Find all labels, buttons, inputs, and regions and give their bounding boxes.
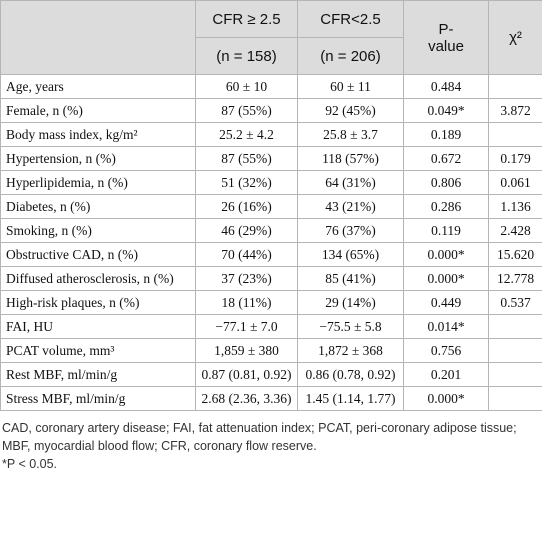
header-cell: P-value xyxy=(403,0,489,75)
data-cell: 0.449 xyxy=(403,290,489,315)
table-row: Stress MBF, ml/min/g 2.68 (2.36, 3.36) 1.4… xyxy=(0,386,542,411)
data-cell: 0.000* xyxy=(403,242,489,267)
header-cell: (n = 158) xyxy=(195,37,298,75)
header-cell: χ² xyxy=(488,0,542,75)
row-label: FAI, HU xyxy=(0,314,196,339)
table-row: Obstructive CAD, n (%) 70 (44%) 134 (65%) 0… xyxy=(0,242,542,267)
header-cell: CFR<2.5 xyxy=(297,0,404,38)
data-cell: 76 (37%) xyxy=(297,218,404,243)
header-cell: CFR ≥ 2.5 xyxy=(195,0,298,38)
data-cell: 87 (55%) xyxy=(195,146,298,171)
data-cell: 37 (23%) xyxy=(195,266,298,291)
data-cell: 92 (45%) xyxy=(297,98,404,123)
data-cell: 0.756 xyxy=(403,338,489,363)
data-cell: 0.87 (0.81, 0.92) xyxy=(195,362,298,387)
data-table: CFR ≥ 2.5 CFR<2.5 P-value χ² (n = 158) (… xyxy=(0,0,542,411)
data-cell: 118 (57%) xyxy=(297,146,404,171)
row-label: Hyperlipidemia, n (%) xyxy=(0,170,196,195)
data-cell: 0.000* xyxy=(403,266,489,291)
table-header: CFR ≥ 2.5 CFR<2.5 P-value χ² (n = 158) (… xyxy=(0,0,542,75)
table-row: Female, n (%) 87 (55%) 92 (45%) 0.049* 3.872 xyxy=(0,98,542,123)
data-cell: 1.45 (1.14, 1.77) xyxy=(297,386,404,411)
data-cell: 0.000* xyxy=(403,386,489,411)
table-body: Age, years 60 ± 10 60 ± 11 0.484 Female, n (… xyxy=(0,74,542,411)
data-cell: 18 (11%) xyxy=(195,290,298,315)
data-cell xyxy=(488,338,542,363)
data-cell: 15.620 xyxy=(488,242,542,267)
table-row: Diffused atherosclerosis, n (%) 37 (23%) 8… xyxy=(0,266,542,291)
data-cell: 0.049* xyxy=(403,98,489,123)
table-row: Hypertension, n (%) 87 (55%) 118 (57%) 0.67… xyxy=(0,146,542,171)
data-cell: 0.189 xyxy=(403,122,489,147)
table-row: FAI, HU −77.1 ± 7.0 −75.5 ± 5.8 0.014* xyxy=(0,314,542,339)
footnotes: CAD, coronary artery disease; FAI, fat a… xyxy=(2,419,540,473)
header-blank xyxy=(0,0,196,75)
row-label: PCAT volume, mm³ xyxy=(0,338,196,363)
data-cell: 0.014* xyxy=(403,314,489,339)
header-text: P-value xyxy=(428,20,464,55)
data-cell xyxy=(488,122,542,147)
footnote: *P < 0.05. xyxy=(2,457,58,471)
row-label: Smoking, n (%) xyxy=(0,218,196,243)
data-cell: 43 (21%) xyxy=(297,194,404,219)
data-cell: 85 (41%) xyxy=(297,266,404,291)
header-cell: (n = 206) xyxy=(297,37,404,75)
table-row: High-risk plaques, n (%) 18 (11%) 29 (14%)… xyxy=(0,290,542,315)
data-cell: 2.68 (2.36, 3.36) xyxy=(195,386,298,411)
data-cell: 60 ± 11 xyxy=(297,74,404,99)
data-cell: 1.136 xyxy=(488,194,542,219)
table-row: Smoking, n (%) 46 (29%) 76 (37%) 0.119 2.428 xyxy=(0,218,542,243)
data-cell: 70 (44%) xyxy=(195,242,298,267)
row-label: Rest MBF, ml/min/g xyxy=(0,362,196,387)
data-cell: 3.872 xyxy=(488,98,542,123)
row-label: Obstructive CAD, n (%) xyxy=(0,242,196,267)
data-cell: 46 (29%) xyxy=(195,218,298,243)
data-cell: 64 (31%) xyxy=(297,170,404,195)
table-row: Body mass index, kg/m² 25.2 ± 4.2 25.8 ± 3… xyxy=(0,122,542,147)
table-row: Hyperlipidemia, n (%) 51 (32%) 64 (31%) 0.8… xyxy=(0,170,542,195)
data-cell: −77.1 ± 7.0 xyxy=(195,314,298,339)
row-label: High-risk plaques, n (%) xyxy=(0,290,196,315)
data-cell: 0.201 xyxy=(403,362,489,387)
data-cell: 25.8 ± 3.7 xyxy=(297,122,404,147)
table-row: PCAT volume, mm³ 1,859 ± 380 1,872 ± 368 0.… xyxy=(0,338,542,363)
row-label: Female, n (%) xyxy=(0,98,196,123)
data-cell: 60 ± 10 xyxy=(195,74,298,99)
data-cell: 1,859 ± 380 xyxy=(195,338,298,363)
data-cell: 51 (32%) xyxy=(195,170,298,195)
data-cell: 0.806 xyxy=(403,170,489,195)
data-cell xyxy=(488,314,542,339)
row-label: Diffused atherosclerosis, n (%) xyxy=(0,266,196,291)
data-cell xyxy=(488,362,542,387)
row-label: Stress MBF, ml/min/g xyxy=(0,386,196,411)
table-row: Diabetes, n (%) 26 (16%) 43 (21%) 0.286 1.13… xyxy=(0,194,542,219)
data-cell: 0.672 xyxy=(403,146,489,171)
data-cell: 0.537 xyxy=(488,290,542,315)
data-cell: 0.179 xyxy=(488,146,542,171)
data-cell: 1,872 ± 368 xyxy=(297,338,404,363)
data-cell: 25.2 ± 4.2 xyxy=(195,122,298,147)
data-cell: 87 (55%) xyxy=(195,98,298,123)
row-label: Body mass index, kg/m² xyxy=(0,122,196,147)
data-cell xyxy=(488,386,542,411)
row-label: Age, years xyxy=(0,74,196,99)
data-cell: 2.428 xyxy=(488,218,542,243)
data-cell: 0.484 xyxy=(403,74,489,99)
data-cell: 0.286 xyxy=(403,194,489,219)
data-cell: −75.5 ± 5.8 xyxy=(297,314,404,339)
table-row: Age, years 60 ± 10 60 ± 11 0.484 xyxy=(0,74,542,99)
data-cell: 0.119 xyxy=(403,218,489,243)
data-cell: 0.86 (0.78, 0.92) xyxy=(297,362,404,387)
row-label: Hypertension, n (%) xyxy=(0,146,196,171)
data-cell: 134 (65%) xyxy=(297,242,404,267)
data-cell: 26 (16%) xyxy=(195,194,298,219)
footnote: CAD, coronary artery disease; FAI, fat a… xyxy=(2,421,517,453)
data-cell: 12.778 xyxy=(488,266,542,291)
row-label: Diabetes, n (%) xyxy=(0,194,196,219)
data-cell: 0.061 xyxy=(488,170,542,195)
data-cell xyxy=(488,74,542,99)
data-cell: 29 (14%) xyxy=(297,290,404,315)
table-row: Rest MBF, ml/min/g 0.87 (0.81, 0.92) 0.86 … xyxy=(0,362,542,387)
